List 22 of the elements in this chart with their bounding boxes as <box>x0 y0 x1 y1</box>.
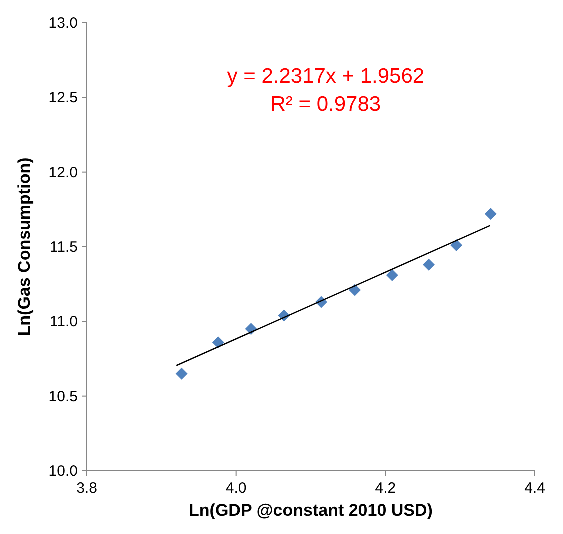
point <box>349 284 362 296</box>
point <box>176 368 188 380</box>
y-tick-label: 11.5 <box>50 239 78 256</box>
x-tick-label: 3.8 <box>76 480 98 497</box>
annotation: R² = 0.9783 <box>270 93 382 116</box>
point <box>212 336 224 349</box>
point <box>484 208 497 220</box>
y-tick-label: 10.0 <box>48 463 78 480</box>
point <box>450 240 463 252</box>
y-tick-label: 10.5 <box>48 388 78 406</box>
y-tick-label: 12.0 <box>48 164 78 182</box>
point <box>386 269 398 282</box>
x-tick-label: 4.2 <box>375 480 396 497</box>
point <box>422 258 435 271</box>
x-tick-label: 4.0 <box>226 480 247 497</box>
y-axis-title: Ln(Gas Consumption) <box>15 158 34 336</box>
y-tick-label: 13.0 <box>48 15 78 32</box>
y-tick-label: 11.0 <box>50 314 78 331</box>
x-tick-label: 4.4 <box>524 480 546 497</box>
y-tick-label: 12.5 <box>48 90 78 107</box>
x-axis-title: Ln(GDP @constant 2010 USD) <box>189 501 433 520</box>
annotation: y = 2.2317x + 1.9562 <box>227 65 425 88</box>
